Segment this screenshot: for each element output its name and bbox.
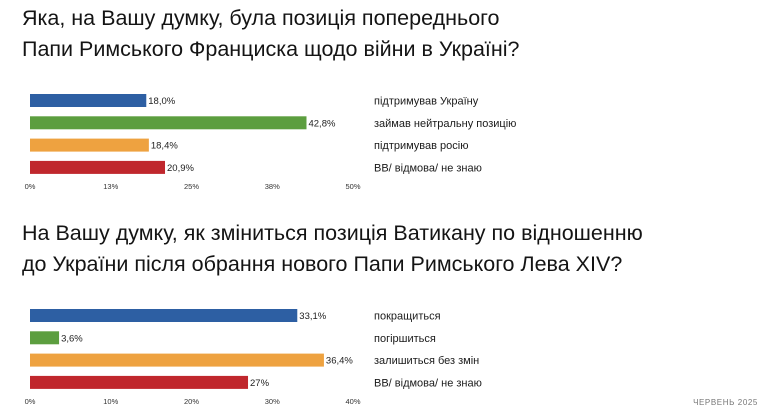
category-label-1: підтримував Україну — [374, 96, 479, 108]
x-tick-label: 0% — [25, 182, 36, 191]
chart-1-title-line-2: Папи Римського Франциска щодо війни в Ук… — [22, 37, 520, 61]
value-label-4: 27% — [250, 378, 270, 389]
bar-3 — [30, 138, 149, 152]
x-tick-label: 13% — [103, 182, 118, 191]
chart-1-title: Яка, на Вашу думку, була позиція поперед… — [22, 3, 762, 65]
bar-2 — [30, 331, 60, 345]
value-label-2: 42,8% — [308, 118, 335, 129]
x-tick-label: 30% — [265, 397, 280, 406]
category-label-2: погіршиться — [374, 333, 436, 345]
value-label-1: 18,0% — [148, 96, 175, 107]
x-tick-label: 40% — [345, 397, 360, 406]
x-tick-label: 50% — [345, 182, 360, 191]
value-label-3: 18,4% — [151, 141, 178, 152]
chart-2-title-line-2: до України після обрання нового Папи Рим… — [22, 252, 623, 276]
bar-2 — [30, 116, 307, 130]
value-label-4: 20,9% — [167, 163, 194, 174]
x-tick-label: 20% — [184, 397, 199, 406]
footer-date: ЧЕРВЕНЬ 2025 — [693, 398, 758, 407]
chart-1: 18,0% підтримував Україну 42,8% займав нейт… — [25, 94, 516, 191]
bar-4 — [30, 375, 249, 389]
bar-3 — [30, 353, 324, 367]
chart-2-title-line-1: На Вашу думку, як зміниться позиція Вати… — [22, 221, 643, 245]
category-label-4: ВВ/ відмова/ не знаю — [374, 162, 482, 174]
category-label-4: ВВ/ відмова/ не знаю — [374, 377, 482, 389]
value-label-1: 33,1% — [299, 311, 326, 322]
category-label-2: займав нейтральну позицію — [374, 118, 516, 130]
x-tick-label: 25% — [184, 182, 199, 191]
chart-1-title-line-1: Яка, на Вашу думку, була позиція поперед… — [22, 6, 500, 30]
bar-4 — [30, 160, 166, 174]
x-tick-label: 10% — [103, 397, 118, 406]
category-label-3: залишиться без змін — [374, 355, 479, 367]
chart-2: 33,1% покращиться 3,6% погіршиться 36,4% зали… — [25, 309, 482, 406]
category-label-1: покращиться — [374, 311, 441, 323]
value-label-3: 36,4% — [326, 356, 353, 367]
bar-1 — [30, 94, 147, 107]
x-tick-label: 0% — [25, 397, 36, 406]
value-label-2: 3,6% — [61, 333, 83, 344]
category-label-3: підтримував росію — [374, 140, 468, 152]
chart-2-title: На Вашу думку, як зміниться позиція Вати… — [22, 218, 762, 280]
x-tick-label: 38% — [265, 182, 280, 191]
bar-1 — [30, 309, 298, 322]
